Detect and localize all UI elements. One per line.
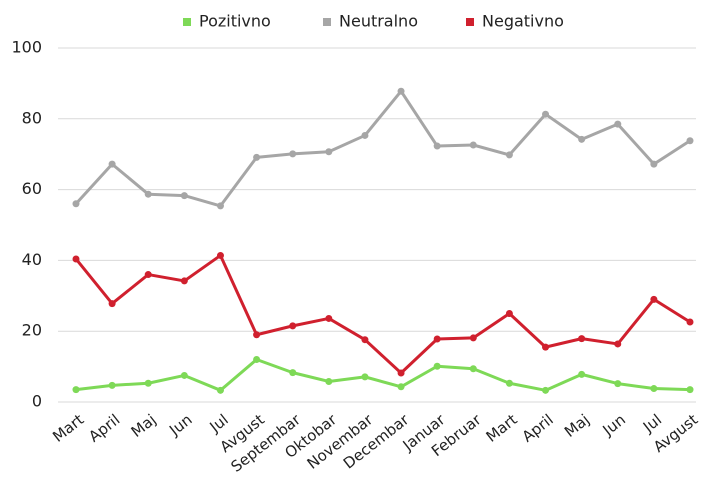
legend-swatch [466,18,474,26]
data-point [289,369,297,377]
data-point [397,87,405,95]
data-point [650,295,658,303]
data-point [144,271,152,279]
legend-item: Negativno [466,12,564,31]
x-tick-label: Jun [165,411,195,440]
legend-label: Neutralno [339,12,418,31]
data-point [253,331,261,339]
data-point [542,343,550,351]
legend-label: Negativno [482,12,564,31]
data-point [180,277,188,285]
data-point [578,370,586,378]
series-line [74,253,691,375]
data-point [289,150,297,158]
data-point [397,369,405,377]
legend-swatch [323,18,331,26]
data-point [686,137,694,145]
data-point [578,335,586,343]
data-point [397,383,405,391]
data-point [505,310,513,317]
data-point [469,141,477,149]
legend-swatch [183,18,191,26]
data-point [433,335,441,343]
data-point [686,386,694,394]
x-tick-label: Mart [49,410,87,445]
data-point [650,385,658,393]
data-point [72,255,80,263]
x-tick-label: Maj [128,411,160,441]
x-tick-label: Jun [599,411,629,440]
data-point [361,131,369,139]
data-point [216,202,224,210]
series-line [75,358,691,392]
data-point [433,142,441,150]
data-point [144,379,152,387]
data-point [108,381,116,389]
data-point [325,148,333,156]
y-tick-label: 20 [22,321,42,340]
data-point [469,365,477,373]
data-point [361,373,369,381]
data-point [361,336,369,344]
data-point [72,386,80,394]
data-point [542,386,550,394]
data-point [578,135,586,143]
data-point [180,192,188,200]
data-point [505,151,513,159]
data-point [542,110,550,118]
x-tick-label: April [85,411,123,446]
data-point [614,380,622,388]
y-tick-label: 100 [11,38,42,57]
x-tick-label: Maj [561,411,593,441]
data-point [180,371,188,379]
data-point [650,160,658,168]
y-tick-label: 40 [22,250,42,269]
y-tick-label: 80 [22,108,42,127]
data-point [253,356,261,364]
data-point [686,318,694,326]
data-point [144,190,152,198]
data-point [325,314,333,322]
data-point [289,322,297,330]
legend-item: Neutralno [323,12,418,31]
series-line [74,89,691,208]
data-point [505,379,513,387]
x-tick-label: Mart [483,410,521,445]
data-point [216,251,224,259]
x-tick-label: April [519,411,557,446]
data-point [325,377,333,385]
data-point [253,153,261,161]
data-point [469,334,477,342]
y-tick-label: 60 [22,179,42,198]
data-point [614,120,622,128]
y-tick-label: 0 [32,392,42,411]
data-point [614,340,622,348]
data-point [216,386,224,394]
data-point [72,200,80,208]
legend-label: Pozitivno [199,12,271,31]
data-point [108,160,116,168]
legend-item: Pozitivno [183,12,271,31]
data-point [433,362,441,370]
data-point [108,300,116,308]
